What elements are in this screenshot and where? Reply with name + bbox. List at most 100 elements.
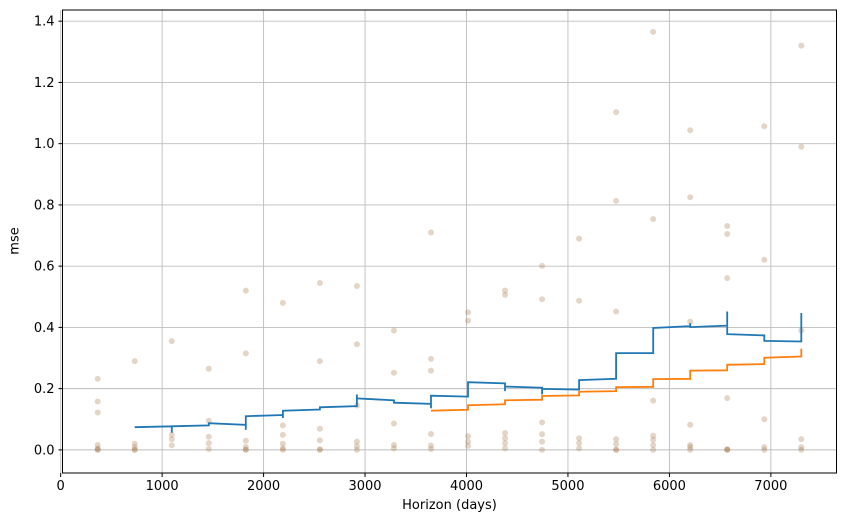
- scatter-point: [131, 446, 138, 453]
- scatter-point: [502, 435, 509, 442]
- scatter-point: [650, 215, 657, 222]
- scatter-point: [650, 446, 657, 453]
- scatter-point: [539, 431, 546, 438]
- scatter-point: [502, 445, 509, 452]
- x-tick-label: 2000: [247, 479, 280, 494]
- scatter-point: [242, 446, 249, 453]
- scatter-point: [427, 442, 434, 449]
- scatter-point: [427, 445, 434, 452]
- scatter-point: [242, 350, 249, 357]
- scatter-point: [390, 420, 397, 427]
- scatter-point: [279, 440, 286, 447]
- scatter-point: [94, 446, 101, 453]
- scatter-point: [131, 440, 138, 447]
- scatter-point: [316, 425, 323, 432]
- scatter-point: [613, 441, 620, 448]
- scatter-point: [761, 123, 768, 130]
- scatter-point: [390, 441, 397, 448]
- scatter-point: [131, 358, 138, 365]
- y-tick-label: 1.2: [34, 76, 55, 91]
- scatter-point: [576, 235, 583, 242]
- scatter-point: [427, 355, 434, 362]
- scatter-point: [539, 262, 546, 269]
- scatter-point: [761, 444, 768, 451]
- x-tick-label: 4000: [450, 479, 483, 494]
- scatter-point: [761, 416, 768, 423]
- y-tick-label: 1.4: [34, 15, 55, 30]
- scatter-point: [650, 436, 657, 443]
- stepwise-mse-blue-line: [134, 311, 803, 433]
- scatter-point: [650, 432, 657, 439]
- scatter-point: [724, 230, 731, 237]
- scatter-point: [390, 445, 397, 452]
- scatter-point: [94, 398, 101, 405]
- scatter-point: [687, 127, 694, 134]
- scatter-point: [205, 433, 212, 440]
- scatter-point: [205, 445, 212, 452]
- scatter-point: [798, 446, 805, 453]
- y-tick-label: 1.0: [34, 137, 55, 152]
- scatter-point: [613, 446, 620, 453]
- scatter-point: [390, 369, 397, 376]
- scatter-point: [205, 417, 212, 424]
- scatter-point: [316, 358, 323, 365]
- scatter-point: [724, 275, 731, 282]
- x-axis-label: Horizon (days): [402, 498, 497, 513]
- scatter-point: [724, 446, 731, 453]
- scatter-point: [539, 296, 546, 303]
- scatter-point: [316, 437, 323, 444]
- scatter-point: [94, 446, 101, 453]
- scatter-point: [242, 437, 249, 444]
- scatter-point: [650, 397, 657, 404]
- scatter-point: [168, 442, 175, 449]
- scatter-point: [279, 299, 286, 306]
- scatter-point: [168, 436, 175, 443]
- scatter-point: [242, 443, 249, 450]
- scatter-point: [168, 338, 175, 345]
- scatter-point: [798, 143, 805, 150]
- scatter-point: [576, 297, 583, 304]
- scatter-point: [687, 318, 694, 325]
- scatter-point: [687, 446, 694, 453]
- scatter-point: [279, 431, 286, 438]
- scatter-point: [613, 197, 620, 204]
- scatter-point: [131, 444, 138, 451]
- scatter-point: [427, 367, 434, 374]
- scatter-point: [687, 441, 694, 448]
- scatter-point: [427, 229, 434, 236]
- x-tick-label: 1000: [146, 479, 179, 494]
- scatter-point: [502, 291, 509, 298]
- y-tick-label: 0.2: [34, 382, 55, 397]
- scatter-point: [798, 436, 805, 443]
- scatter-point: [650, 28, 657, 35]
- scatter-point: [613, 446, 620, 453]
- scatter-point: [316, 279, 323, 286]
- scatter-point: [465, 309, 472, 316]
- scatter-point: [168, 431, 175, 438]
- scatter-point: [279, 422, 286, 429]
- scatter-point: [539, 446, 546, 453]
- scatter-point: [94, 441, 101, 448]
- scatter-point: [205, 440, 212, 447]
- y-tick-label: 0.6: [34, 260, 55, 275]
- scatter-point: [353, 446, 360, 453]
- scatter-point: [353, 438, 360, 445]
- x-tick-label: 6000: [653, 479, 686, 494]
- scatter-point: [576, 440, 583, 447]
- scatter-point: [279, 445, 286, 452]
- scatter-point: [798, 42, 805, 49]
- scatter-point: [576, 435, 583, 442]
- scatter-point: [798, 444, 805, 451]
- scatter-point: [353, 443, 360, 450]
- scatter-point: [353, 283, 360, 290]
- scatter-point: [724, 223, 731, 230]
- scatter-point: [502, 430, 509, 437]
- scatter-point: [465, 442, 472, 449]
- x-tick-label: 5000: [551, 479, 584, 494]
- scatter-point: [465, 433, 472, 440]
- scatter-point: [502, 440, 509, 447]
- scatter-point: [465, 438, 472, 445]
- plot-border: [62, 9, 837, 474]
- scatter-point: [724, 446, 731, 453]
